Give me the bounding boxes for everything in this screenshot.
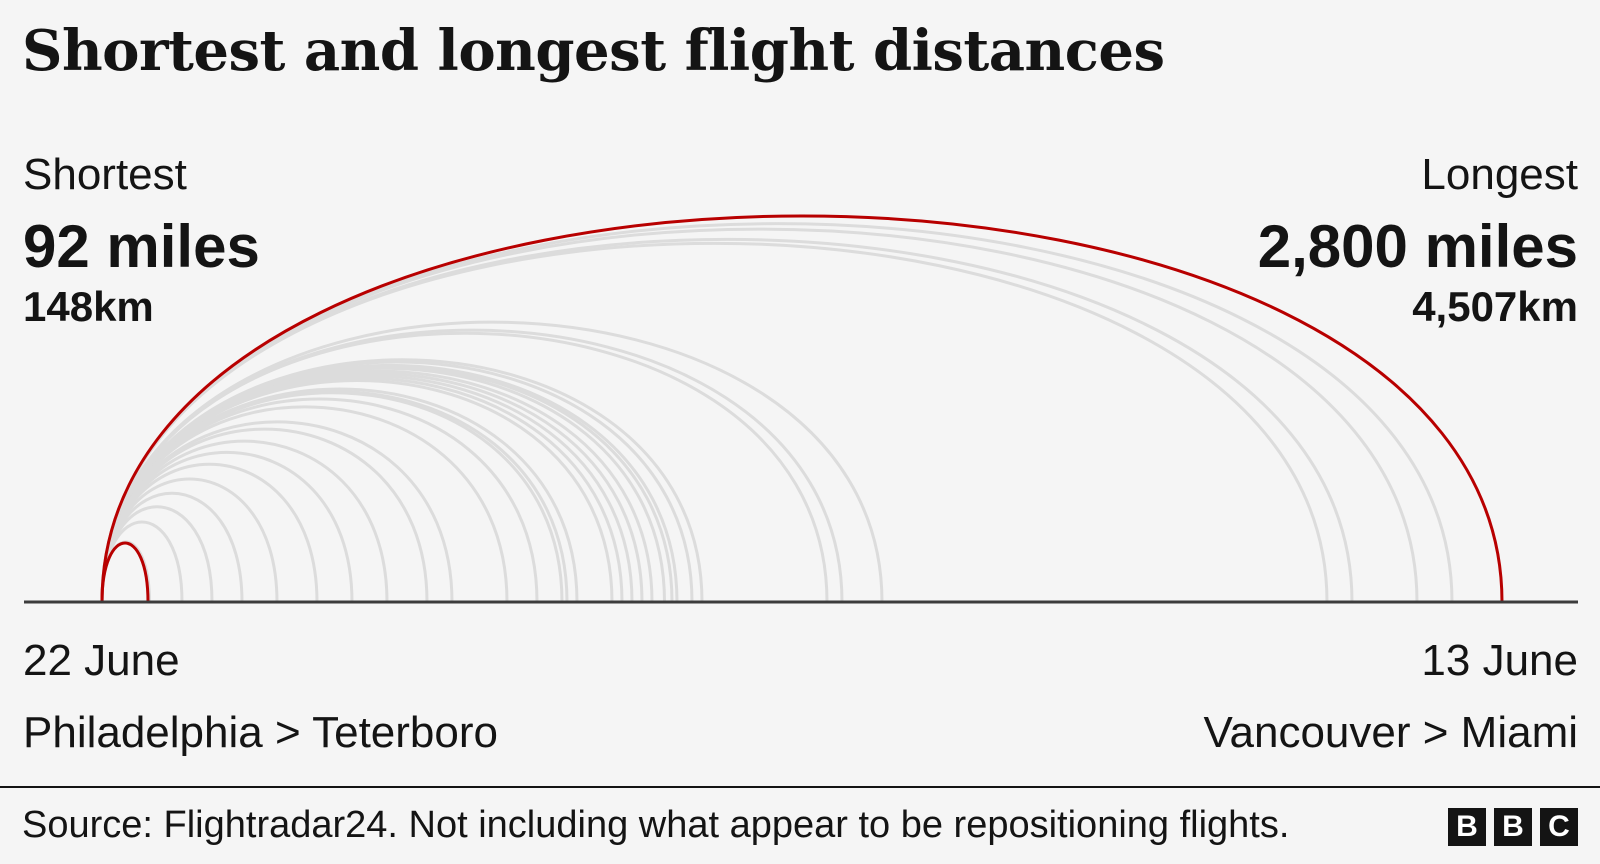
flight-arc: [100, 320, 884, 603]
source-note: Source: Flightradar24. Not including wha…: [22, 804, 1290, 846]
bbc-logo-letter: C: [1540, 808, 1578, 846]
flight-arc: [100, 364, 679, 603]
longest-miles: 2,800 miles: [1257, 213, 1578, 280]
shortest-stat: Shortest 92 miles 148km: [23, 150, 260, 332]
chart-title: Shortest and longest flight distances: [22, 18, 1165, 84]
bbc-logo-letter: B: [1448, 808, 1486, 846]
longest-flight-arc: [100, 214, 1504, 603]
flight-arc: [100, 328, 844, 603]
flight-arc: [100, 420, 454, 603]
flight-arc: [100, 222, 1454, 603]
other-flight-arcs: [100, 222, 1454, 603]
highlighted-flight-arcs: [100, 214, 1504, 603]
flight-arc: [100, 237, 1354, 603]
flight-arc: [100, 358, 704, 603]
longest-stat: Longest 2,800 miles 4,507km: [1258, 150, 1578, 332]
shortest-route-label: Philadelphia > Teterboro: [23, 708, 498, 757]
longest-label: Longest: [1421, 150, 1578, 199]
longest-route-label: Vancouver > Miami: [1203, 708, 1578, 757]
shortest-km: 148km: [23, 283, 154, 330]
shortest-miles: 92 miles: [23, 213, 260, 280]
shortest-label: Shortest: [23, 150, 187, 199]
bbc-logo-letter: B: [1494, 808, 1532, 846]
longest-route: 13 June Vancouver > Miami: [1203, 636, 1578, 758]
footer-divider: [0, 786, 1600, 788]
longest-km: 4,507km: [1412, 283, 1578, 330]
longest-date: 13 June: [1421, 636, 1578, 685]
shortest-route: 22 June Philadelphia > Teterboro: [23, 636, 498, 758]
shortest-date: 22 June: [23, 636, 180, 685]
bbc-logo: B B C: [1448, 808, 1578, 846]
